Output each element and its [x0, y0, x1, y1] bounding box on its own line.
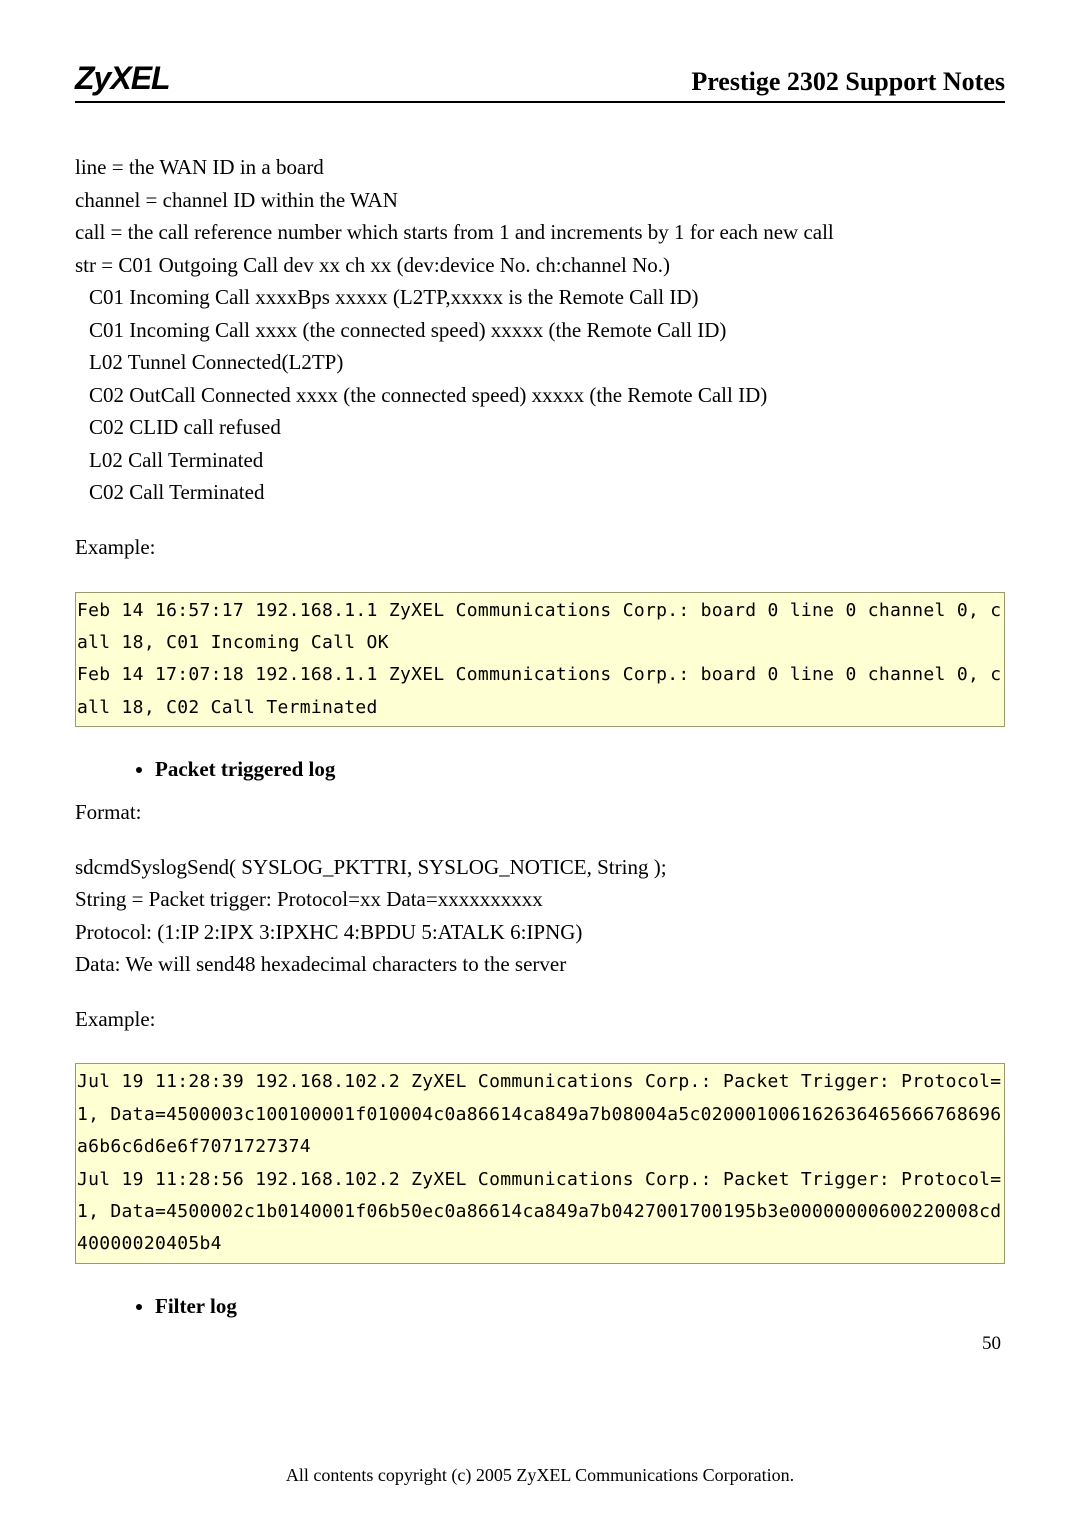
pkt-example-code: Jul 19 11:28:39 192.168.102.2 ZyXEL Comm… [75, 1063, 1005, 1263]
definitions-block: line = the WAN ID in a board channel = c… [75, 151, 1005, 509]
def-c02term: C02 Call Terminated [75, 476, 1005, 509]
pkt-format-block: sdcmdSyslogSend( SYSLOG_PKTTRI, SYSLOG_N… [75, 851, 1005, 981]
def-c01in1: C01 Incoming Call xxxxBps xxxxx (L2TP,xx… [75, 281, 1005, 314]
page-container: ZyXEL Prestige 2302 Support Notes line =… [0, 0, 1080, 1526]
pkt-example-label: Example: [75, 1003, 1005, 1036]
doc-title: Prestige 2302 Support Notes [691, 67, 1005, 97]
def-c01in2: C01 Incoming Call xxxx (the connected sp… [75, 314, 1005, 347]
def-c02out: C02 OutCall Connected xxxx (the connecte… [75, 379, 1005, 412]
pkt-format-label: Format: [75, 796, 1005, 829]
pkt-l3: Protocol: (1:IP 2:IPX 3:IPXHC 4:BPDU 5:A… [75, 916, 1005, 949]
pkt-heading: Packet triggered log [155, 757, 1005, 782]
pkt-code1: Jul 19 11:28:39 192.168.102.2 ZyXEL Comm… [77, 1066, 1003, 1163]
pkt-l4: Data: We will send48 hexadecimal charact… [75, 948, 1005, 981]
example1-line1: Feb 14 16:57:17 192.168.1.1 ZyXEL Commun… [77, 595, 1003, 660]
pkt-heading-list: Packet triggered log [75, 757, 1005, 782]
filter-heading: Filter log [155, 1294, 1005, 1319]
example1-line2: Feb 14 17:07:18 192.168.1.1 ZyXEL Commun… [77, 659, 1003, 724]
pkt-l2: String = Packet trigger: Protocol=xx Dat… [75, 883, 1005, 916]
page-header: ZyXEL Prestige 2302 Support Notes [75, 60, 1005, 103]
pkt-code2: Jul 19 11:28:56 192.168.102.2 ZyXEL Comm… [77, 1164, 1003, 1261]
def-c02clid: C02 CLID call refused [75, 411, 1005, 444]
def-call: call = the call reference number which s… [75, 216, 1005, 249]
brand-logo: ZyXEL [75, 60, 170, 97]
page-number: 50 [75, 1333, 1005, 1355]
copyright-footer: All contents copyright (c) 2005 ZyXEL Co… [75, 1465, 1005, 1486]
example1-label: Example: [75, 531, 1005, 564]
def-str: str = C01 Outgoing Call dev xx ch xx (de… [75, 249, 1005, 282]
def-l02tun: L02 Tunnel Connected(L2TP) [75, 346, 1005, 379]
example1-code: Feb 14 16:57:17 192.168.1.1 ZyXEL Commun… [75, 592, 1005, 728]
def-channel: channel = channel ID within the WAN [75, 184, 1005, 217]
def-l02term: L02 Call Terminated [75, 444, 1005, 477]
pkt-l1: sdcmdSyslogSend( SYSLOG_PKTTRI, SYSLOG_N… [75, 851, 1005, 884]
def-line: line = the WAN ID in a board [75, 151, 1005, 184]
filter-heading-list: Filter log [75, 1294, 1005, 1319]
